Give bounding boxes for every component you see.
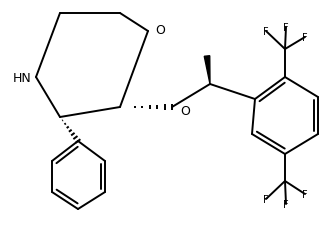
Text: F: F bbox=[263, 27, 269, 37]
Text: F: F bbox=[283, 23, 289, 33]
Text: F: F bbox=[263, 194, 269, 204]
Polygon shape bbox=[204, 56, 210, 85]
Text: O: O bbox=[180, 105, 190, 118]
Text: HN: HN bbox=[13, 71, 31, 84]
Text: F: F bbox=[302, 189, 308, 199]
Text: F: F bbox=[302, 33, 308, 43]
Text: O: O bbox=[155, 23, 165, 36]
Text: F: F bbox=[283, 199, 289, 209]
